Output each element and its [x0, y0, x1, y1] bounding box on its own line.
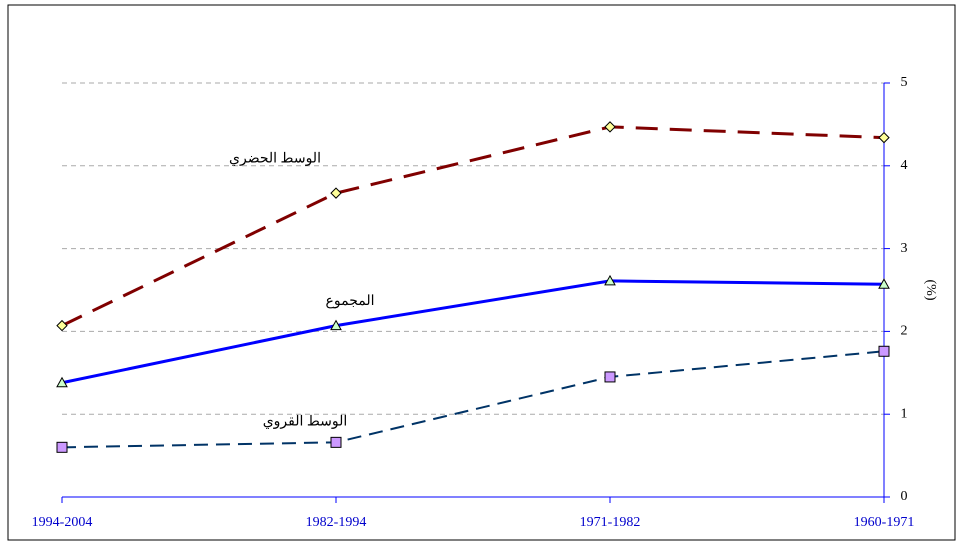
x-tick-label: 1994-2004 — [32, 515, 93, 530]
chart-frame — [7, 4, 956, 541]
marker — [56, 441, 68, 453]
line — [61, 279, 885, 385]
x-tick-label: 1982-1994 — [306, 515, 367, 530]
y-tick-label: 3 — [901, 241, 908, 256]
marker — [604, 274, 616, 286]
x-tick-label: 1960-1971 — [854, 515, 915, 530]
marker — [56, 376, 68, 388]
y-tick-label: 0 — [901, 489, 908, 504]
marker — [330, 319, 342, 331]
y-tick-label: 4 — [901, 158, 908, 173]
marker — [878, 278, 890, 289]
y-axis-label: (%) — [923, 280, 938, 301]
y-tick-label: 5 — [901, 75, 908, 90]
marker — [330, 436, 342, 448]
series-label: الوسط القروي — [263, 415, 348, 430]
marker — [330, 187, 342, 199]
series-label: الوسط الحضري — [229, 151, 321, 166]
x-tick-label: 1971-1982 — [580, 515, 641, 530]
series-label: المجموع — [326, 294, 375, 309]
marker — [604, 371, 616, 383]
y-tick-label: 2 — [901, 324, 908, 339]
marker — [878, 131, 890, 144]
marker — [878, 345, 890, 357]
line — [61, 350, 885, 449]
y-tick-label: 1 — [901, 406, 908, 421]
line — [61, 125, 885, 327]
marker — [604, 121, 616, 133]
marker — [56, 319, 68, 332]
